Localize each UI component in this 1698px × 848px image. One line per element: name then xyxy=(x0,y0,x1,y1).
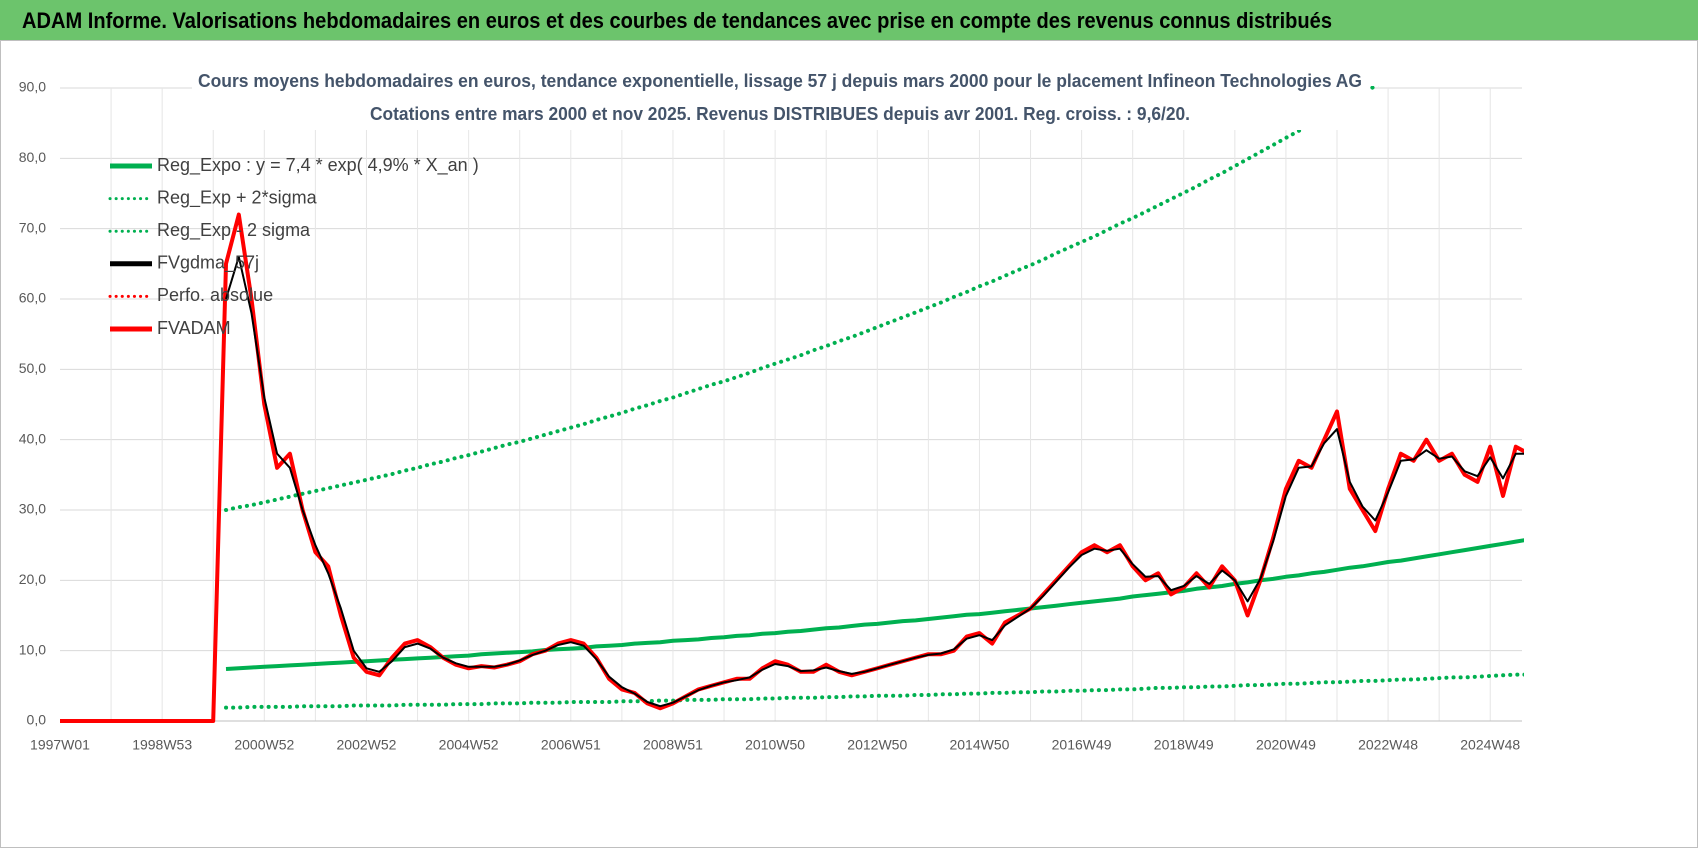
y-tick-label: 90,0 xyxy=(19,79,46,95)
x-tick-label: 2014W50 xyxy=(949,737,1009,753)
title-box xyxy=(192,62,1370,130)
x-tick-label: 2012W50 xyxy=(847,737,907,753)
x-tick-label: 2024W48 xyxy=(1460,737,1520,753)
series-line xyxy=(224,672,1524,710)
x-tick-label: 2016W49 xyxy=(1052,737,1112,753)
legend-label: Perfo. absolue xyxy=(157,285,273,305)
x-tick-label: 2004W52 xyxy=(439,737,499,753)
x-tick-label: 2002W52 xyxy=(337,737,397,753)
y-tick-label: 20,0 xyxy=(19,571,46,587)
legend-label: Reg_Exp - 2 sigma xyxy=(157,220,311,241)
y-tick-label: 60,0 xyxy=(19,290,46,306)
y-tick-label: 40,0 xyxy=(19,430,46,446)
x-tick-label: 2010W50 xyxy=(745,737,805,753)
grid xyxy=(60,87,1522,722)
series-line xyxy=(225,255,1524,708)
legend: Reg_Expo : y = 7,4 * exp( 4,9% * X_an ) R… xyxy=(108,155,479,338)
y-tick-label: 30,0 xyxy=(19,501,46,517)
y-tick-label: 10,0 xyxy=(19,641,46,657)
x-tick-label: 1998W53 xyxy=(132,737,192,753)
legend-label: Reg_Exp + 2*sigma xyxy=(157,187,318,208)
legend-label: FVgdma_57j xyxy=(157,253,259,274)
x-tick-label: 2020W49 xyxy=(1256,737,1316,753)
header-band xyxy=(0,0,1698,40)
y-tick-label: 80,0 xyxy=(19,149,46,165)
legend-label: FVADAM xyxy=(157,318,231,338)
x-tick-label: 2008W51 xyxy=(643,737,703,753)
y-tick-label: 50,0 xyxy=(19,360,46,376)
x-tick-label: 2006W51 xyxy=(541,737,601,753)
x-tick-label: 1997W01 xyxy=(30,737,90,753)
chart-subtitle: Cotations entre mars 2000 et nov 2025. R… xyxy=(370,104,1190,124)
legend-label: Reg_Expo : y = 7,4 * exp( 4,9% * X_an ) xyxy=(157,155,479,176)
header-title: ADAM Informe. Valorisations hebdomadaire… xyxy=(22,8,1332,33)
x-tick-label: 2022W48 xyxy=(1358,737,1418,753)
series-line xyxy=(60,212,1524,723)
chart-title: Cours moyens hebdomadaires en euros, ten… xyxy=(198,71,1362,91)
x-tick-label: 2000W52 xyxy=(234,737,294,753)
y-tick-label: 70,0 xyxy=(19,219,46,235)
x-tick-label: 2018W49 xyxy=(1154,737,1214,753)
y-tick-label: 0,0 xyxy=(27,712,47,728)
